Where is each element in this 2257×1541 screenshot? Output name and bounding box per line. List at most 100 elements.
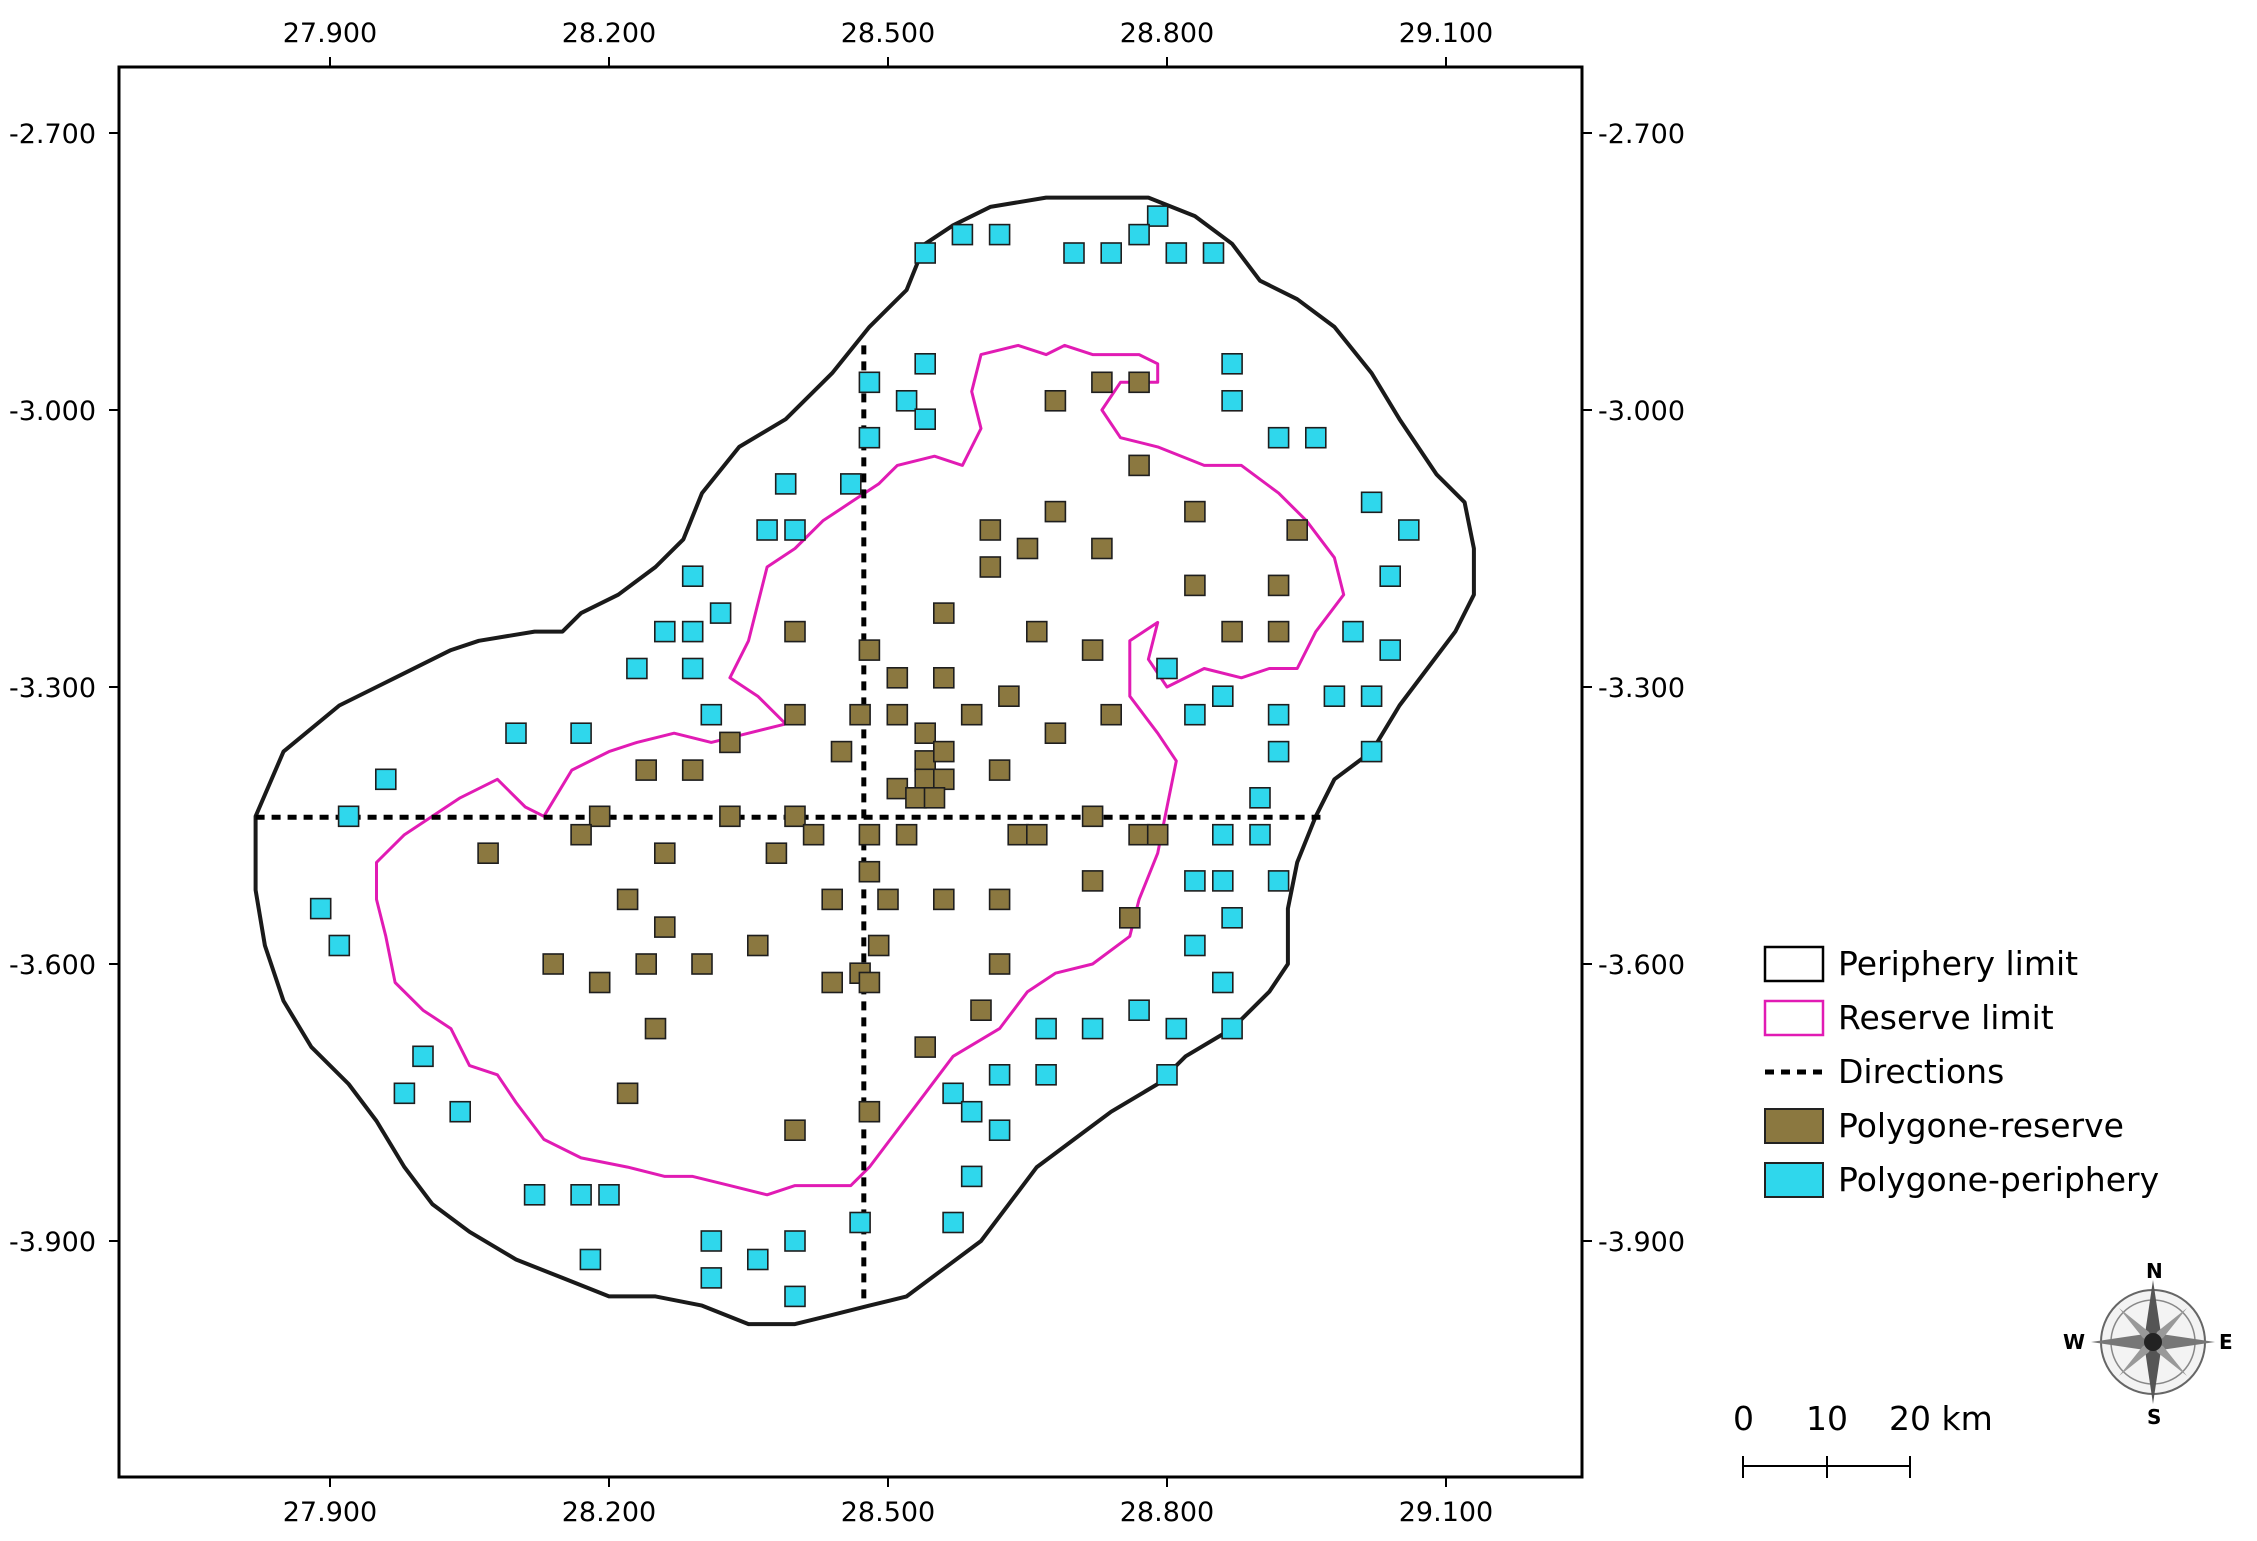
polygon-periphery-cell <box>914 408 937 431</box>
polygon-reserve-cell <box>1286 519 1308 541</box>
polygon-periphery-cell <box>1165 1017 1188 1040</box>
polygon-cells <box>309 205 1420 1308</box>
polygon-reserve-cell <box>1128 371 1150 394</box>
x-tick-label-top: 27.900 <box>283 18 377 49</box>
polygon-reserve-cell <box>691 953 713 975</box>
legend-label-periphery: Periphery limit <box>1838 944 2078 983</box>
polygon-periphery-cell <box>681 565 704 588</box>
polygon-periphery-cell <box>1212 971 1234 994</box>
polygon-reserve-cell <box>830 740 853 763</box>
polygon-periphery-cell <box>598 1184 620 1206</box>
polygon-reserve-cell <box>635 759 658 781</box>
polygon-reserve-cell <box>746 934 769 957</box>
compass-s: S <box>2147 1405 2161 1429</box>
polygon-reserve-cell <box>858 823 881 846</box>
polygon-reserve-cell <box>1081 870 1104 892</box>
polygon-periphery-cell <box>1323 685 1346 708</box>
polygon-periphery-cell <box>570 722 592 745</box>
polygon-reserve-cell <box>1091 537 1113 560</box>
polygon-reserve-cell <box>988 953 1011 975</box>
polygon-periphery-cell <box>681 620 704 643</box>
polygon-periphery-cell <box>858 371 881 394</box>
polygon-reserve-cell <box>886 666 909 689</box>
polygon-reserve-cell <box>570 823 592 846</box>
polygon-reserve-cell <box>914 768 937 791</box>
polygon-reserve-cell <box>635 953 658 975</box>
polygon-periphery-cell <box>1342 620 1364 643</box>
polygon-reserve-cell <box>932 740 955 763</box>
polygon-reserve-cell <box>1128 454 1150 477</box>
polygon-reserve-cell <box>988 888 1011 911</box>
polygon-periphery-cell <box>523 1184 546 1206</box>
polygon-reserve-cell <box>914 1036 937 1058</box>
polygon-reserve-cell <box>1100 703 1122 726</box>
y-tick-label-right: -3.300 <box>1598 673 1685 704</box>
compass-n: N <box>2146 1259 2163 1283</box>
polygon-periphery-cell <box>653 620 676 643</box>
legend-swatch-reserve <box>1763 999 1825 1037</box>
x-tick-label-bottom: 29.100 <box>1399 1497 1493 1528</box>
x-tick-label-bottom: 28.800 <box>1120 1497 1214 1528</box>
y-tick-label-left: -3.300 <box>9 673 96 704</box>
polygon-reserve-cell <box>877 888 899 911</box>
polygon-reserve-cell <box>784 805 806 828</box>
polygon-periphery-cell <box>1267 703 1290 726</box>
polygon-periphery-cell <box>1156 1064 1178 1086</box>
polygon-periphery-cell <box>1379 639 1401 661</box>
scale-label-20: 20 km <box>1889 1399 1993 1438</box>
polygon-periphery-cell <box>960 1165 983 1188</box>
polygon-periphery-cell <box>1081 1017 1104 1040</box>
polygon-periphery-cell <box>1249 823 1271 846</box>
polygon-periphery-cell <box>1128 223 1150 246</box>
polygon-reserve-cell <box>802 823 825 846</box>
polygon-reserve-cell <box>1007 823 1030 846</box>
polygon-periphery-cell <box>709 602 732 624</box>
polygon-reserve-cell <box>1146 823 1169 846</box>
y-tick-label-right: -2.700 <box>1598 119 1685 150</box>
polygon-reserve-cell <box>914 750 937 772</box>
legend: Periphery limit Reserve limit Directions… <box>1763 944 2159 1199</box>
polygon-reserve-cell <box>542 953 565 975</box>
polygon-periphery-cell <box>942 1211 964 1234</box>
polygon-reserve-cell <box>932 888 955 911</box>
polygon-reserve-cell <box>588 971 611 994</box>
polygon-periphery-cell <box>1184 703 1206 726</box>
polygon-reserve-cell <box>1044 500 1067 523</box>
polygon-reserve-cell <box>1119 906 1141 929</box>
polygon-reserve-cell <box>886 777 909 800</box>
x-tick-label-top: 29.100 <box>1399 18 1493 49</box>
polygon-periphery-cell <box>849 1211 871 1234</box>
polygon-reserve-cell <box>1221 620 1243 643</box>
polygon-periphery-cell <box>1267 426 1290 449</box>
scale-bar: 0 10 20 km <box>1733 1399 1993 1478</box>
polygon-reserve-cell <box>914 722 937 745</box>
polygon-periphery-cell <box>337 805 360 828</box>
polygon-periphery-cell <box>700 1267 723 1289</box>
polygon-periphery-cell <box>951 223 974 246</box>
polygon-periphery-cell <box>1360 685 1383 708</box>
y-tick-label-left: -3.600 <box>9 950 96 981</box>
polygon-periphery-cell <box>700 703 723 726</box>
scale-label-0: 0 <box>1733 1399 1754 1438</box>
polygon-periphery-cell <box>858 426 881 449</box>
x-tick-label-bottom: 27.900 <box>283 1497 377 1528</box>
polygon-reserve-cell <box>858 860 881 883</box>
polygon-periphery-cell <box>393 1082 416 1105</box>
y-tick-label-right: -3.900 <box>1598 1227 1685 1258</box>
polygon-periphery-cell <box>1035 1017 1057 1040</box>
polygon-periphery-cell <box>988 1064 1011 1086</box>
polygon-reserve-cell <box>858 639 881 661</box>
legend-label-polygon-periphery: Polygone-periphery <box>1838 1160 2159 1199</box>
polygon-reserve-cell <box>932 666 955 689</box>
polygon-reserve-cell <box>719 731 741 754</box>
polygon-reserve-cell <box>588 805 611 828</box>
polygon-periphery-cell <box>988 1119 1011 1141</box>
polygon-periphery-cell <box>1360 491 1383 514</box>
polygon-reserve-cell <box>765 842 788 865</box>
polygon-periphery-cell <box>1165 242 1188 264</box>
polygon-reserve-cell <box>867 934 890 957</box>
polygon-periphery-cell <box>412 1045 434 1068</box>
polygon-periphery-cell <box>700 1230 723 1252</box>
periphery-limit-line <box>253 195 1476 1327</box>
legend-label-polygon-reserve: Polygone-reserve <box>1838 1106 2124 1145</box>
